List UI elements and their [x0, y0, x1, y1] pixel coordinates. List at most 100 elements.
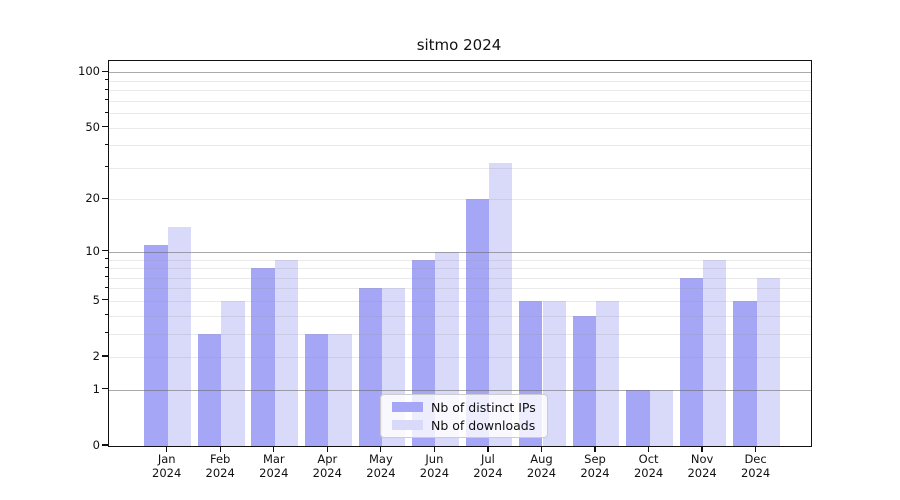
bar-downloads-aug [542, 300, 566, 446]
bar-ips-may [358, 288, 382, 446]
y-minortick-60 [104, 111, 108, 113]
x-tick-label-mar: Mar 2024 [259, 452, 289, 480]
x-tick-jul [487, 446, 489, 453]
x-tick-may [380, 446, 382, 453]
x-tick-label-dec: Dec 2024 [740, 452, 771, 480]
gridline-minor-3 [109, 333, 811, 335]
y-tick-1 [102, 388, 108, 390]
bar-ips-mar [251, 268, 275, 446]
bar-ips-jan [144, 244, 168, 446]
y-tick-label-2: 2 [92, 349, 100, 363]
y-minortick-7 [104, 276, 108, 278]
x-tick-nov [701, 446, 703, 453]
gridline-minor-8 [109, 268, 811, 269]
y-tick-label-100: 100 [78, 64, 100, 79]
x-tick-feb [219, 446, 221, 453]
bar-ips-nov [679, 277, 704, 446]
gridline-minor-9 [109, 259, 811, 261]
legend-item-distinct-ips: Nb of distinct IPs [392, 400, 547, 415]
x-tick-mar [273, 446, 275, 453]
y-minortick-9 [104, 258, 108, 259]
x-tick-sep [594, 446, 596, 453]
legend: Nb of distinct IPs Nb of downloads [380, 394, 548, 438]
y-tick-label-5: 5 [92, 292, 100, 307]
gridline-minor-90 [109, 80, 811, 82]
x-tick-label-sep: Sep 2024 [580, 452, 610, 480]
bar-downloads-dec [756, 277, 780, 446]
bar-downloads-oct [649, 389, 673, 446]
x-tick-label-feb: Feb 2024 [205, 452, 235, 480]
y-minortick-6 [104, 286, 108, 288]
x-tick-label-jul: Jul 2024 [473, 452, 503, 480]
legend-label-downloads: Nb of downloads [431, 417, 536, 433]
gridline-minor-20 [109, 199, 811, 201]
plot-area: Nb of distinct IPs Nb of downloads [108, 60, 812, 447]
y-minortick-30 [104, 166, 108, 168]
y-minortick-90 [104, 79, 108, 81]
y-minortick-8 [104, 266, 108, 268]
y-tick-label-10: 10 [85, 243, 100, 258]
gridline-minor-60 [109, 113, 811, 115]
legend-item-downloads: Nb of downloads [392, 418, 547, 433]
bar-ips-dec [733, 300, 757, 446]
gridline-major-100 [109, 72, 811, 74]
bar-downloads-jan [167, 226, 192, 446]
gridline-minor-70 [109, 100, 811, 102]
x-tick-jun [433, 446, 436, 453]
x-tick-aug [540, 446, 543, 453]
x-tick-label-oct: Oct 2024 [633, 452, 664, 480]
bar-downloads-nov [703, 259, 727, 446]
legend-label-distinct-ips: Nb of distinct IPs [431, 399, 536, 415]
bar-downloads-feb [221, 300, 245, 446]
bar-ips-sep [572, 315, 596, 446]
x-tick-label-apr: Apr 2024 [312, 452, 342, 480]
y-tick-label-1: 1 [92, 381, 100, 396]
legend-swatch-downloads [392, 419, 423, 431]
x-tick-apr [326, 446, 328, 453]
gridline-minor-30 [109, 167, 811, 169]
x-tick-label-nov: Nov 2024 [687, 452, 717, 480]
gridline-minor-50 [109, 127, 811, 129]
x-tick-oct [647, 446, 650, 453]
gridline-minor-7 [109, 277, 811, 279]
y-tick-50 [102, 125, 108, 128]
y-tick-label-50: 50 [85, 119, 100, 134]
bar-ips-apr [304, 333, 329, 446]
gridline-major-1 [109, 389, 811, 391]
gridline-minor-2 [109, 357, 811, 358]
gridline-minor-80 [109, 90, 811, 92]
gridline-major-10 [109, 251, 811, 253]
y-tick-2 [102, 355, 108, 357]
bar-downloads-jul [488, 162, 513, 446]
x-tick-dec [755, 446, 757, 453]
x-tick-jan [166, 446, 168, 453]
y-minortick-4 [104, 314, 108, 316]
bar-downloads-apr [328, 333, 352, 446]
legend-swatch-distinct-ips [392, 401, 423, 413]
y-minortick-70 [104, 99, 108, 101]
y-tick-5 [102, 299, 108, 301]
y-tick-100 [102, 70, 108, 72]
x-tick-label-jan: Jan 2024 [152, 452, 182, 480]
bar-ips-jul [465, 199, 489, 446]
y-minortick-80 [104, 88, 108, 90]
gridline-minor-40 [109, 145, 811, 147]
y-tick-10 [102, 250, 108, 252]
x-tick-label-aug: Aug 2024 [526, 452, 557, 480]
y-tick-label-0: 0 [92, 438, 100, 452]
bar-ips-feb [197, 333, 222, 446]
gridline-minor-4 [109, 315, 811, 317]
y-minortick-40 [104, 143, 108, 145]
y-tick-0 [102, 444, 108, 446]
gridline-minor-5 [109, 300, 811, 302]
chart-title: sitmo 2024 [416, 36, 502, 54]
bar-downloads-mar [274, 259, 299, 446]
bar-ips-oct [626, 389, 650, 446]
y-tick-label-20: 20 [85, 191, 100, 206]
bar-downloads-sep [596, 300, 620, 446]
gridline-minor-6 [109, 288, 811, 290]
x-tick-label-jun: Jun 2024 [419, 452, 450, 480]
y-minortick-3 [104, 332, 108, 334]
x-tick-label-may: May 2024 [366, 452, 396, 480]
